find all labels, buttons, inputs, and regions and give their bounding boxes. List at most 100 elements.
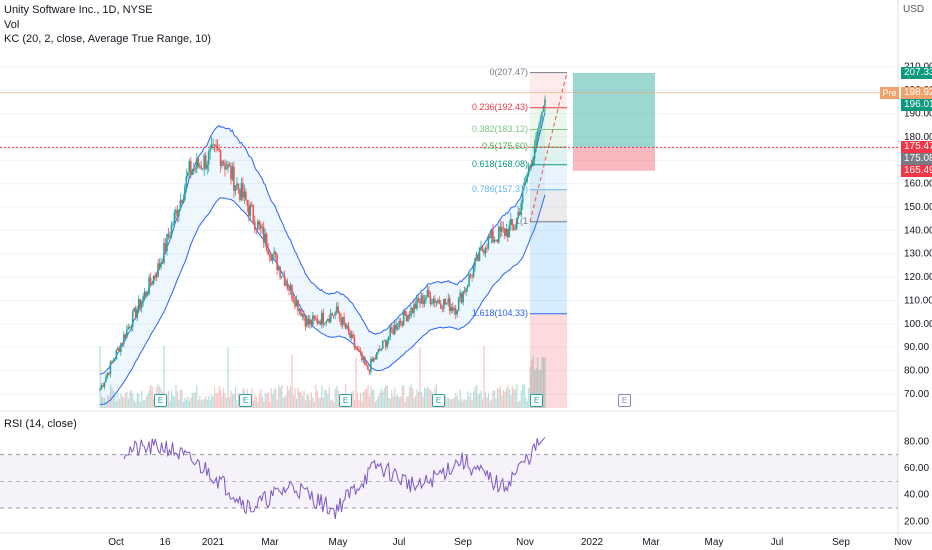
candle-body	[134, 308, 137, 318]
candle-body	[142, 296, 144, 302]
candle-body	[170, 225, 173, 238]
candles	[99, 95, 546, 392]
candle-body	[279, 266, 281, 278]
candle-body	[374, 358, 377, 359]
earnings-marker[interactable]: E	[154, 394, 167, 407]
volume-bar	[538, 369, 540, 408]
fib-trend-line	[529, 72, 568, 222]
volume-bar	[501, 395, 503, 408]
volume-bar	[362, 391, 365, 408]
volume-bar	[318, 397, 320, 408]
y-tick-label: 130.00	[904, 249, 932, 260]
volume-bar	[502, 390, 505, 408]
volume-bar	[234, 386, 237, 408]
volume-bar	[410, 384, 412, 408]
earnings-marker[interactable]: E	[339, 394, 352, 407]
candle-body	[335, 306, 338, 313]
rsi-tick-label: 40.00	[904, 490, 929, 501]
volume-bar	[499, 386, 502, 408]
volume-bar	[520, 390, 522, 408]
long-position	[573, 72, 655, 171]
volume-bar	[211, 394, 213, 408]
volume-bar	[337, 390, 339, 408]
keltner-lower	[100, 194, 546, 405]
volume-bar	[254, 394, 256, 408]
candle-body	[512, 225, 515, 230]
volume-bar	[316, 390, 318, 408]
price-tag-stop-entry: 175.47	[901, 141, 932, 154]
candle-body	[438, 300, 441, 304]
candle-body	[437, 300, 439, 302]
earnings-marker[interactable]: E	[530, 394, 543, 407]
volume-bar	[334, 388, 336, 408]
candle-body	[377, 349, 380, 353]
volume-bar	[252, 400, 254, 408]
volume-bar	[541, 356, 543, 408]
candle-body	[352, 334, 354, 339]
volume-bar	[397, 395, 399, 408]
volume-bar	[462, 400, 464, 408]
price-tag-pre-market: 198.92	[901, 86, 932, 99]
fib-level-label: 1.618(104.33)	[471, 307, 528, 318]
candle-body	[143, 291, 146, 297]
candle-body	[506, 228, 509, 238]
candle-body	[185, 176, 188, 187]
fib-zone	[530, 221, 567, 314]
fib-zone	[530, 313, 567, 408]
candle-body	[373, 358, 375, 362]
candle-body	[489, 236, 491, 238]
candle-body	[270, 256, 272, 261]
position-stop-zone	[573, 147, 655, 171]
candle-body	[209, 148, 211, 152]
volume-bar	[276, 400, 278, 408]
candle-body	[215, 145, 217, 147]
currency-button[interactable]: USD	[903, 4, 925, 15]
volume-bar	[200, 400, 202, 408]
volume-bar	[425, 388, 427, 408]
candle-body	[286, 283, 289, 289]
volume-bar	[525, 397, 527, 408]
candle-body	[371, 359, 374, 362]
volume-bar	[386, 385, 388, 408]
candle-body	[429, 295, 432, 304]
volume-bar	[422, 396, 424, 408]
volume-bar	[474, 386, 476, 408]
candle-body	[218, 148, 220, 151]
candle-body	[191, 171, 194, 175]
candle-body	[225, 168, 228, 170]
volume-bar	[473, 391, 475, 408]
candle-body	[338, 313, 341, 318]
volume-bar	[123, 397, 125, 408]
candle-body	[361, 352, 363, 361]
candle-body	[222, 161, 225, 164]
earnings-marker[interactable]: E	[618, 394, 631, 407]
volume-bar	[412, 388, 414, 408]
candle-body	[206, 164, 208, 169]
candle-body	[347, 325, 350, 332]
earnings-marker[interactable]: E	[239, 394, 252, 407]
volume-bar	[109, 384, 112, 408]
candle-body	[462, 291, 464, 303]
volume-bar	[465, 400, 467, 408]
volume-bar	[260, 388, 262, 408]
keltner-fill	[100, 112, 545, 405]
volume-bar	[324, 388, 326, 408]
x-tick-label: Sep	[832, 537, 850, 548]
volume-bar	[444, 395, 446, 408]
volume-bar	[394, 387, 396, 408]
candle-body	[124, 334, 127, 339]
volume-bar	[99, 346, 101, 408]
candle-body	[280, 276, 283, 278]
candle-body	[228, 164, 231, 166]
volume-bar	[196, 385, 198, 408]
candle-body	[505, 228, 508, 236]
volume-bar	[288, 389, 290, 408]
volume-bar	[144, 400, 146, 408]
candle-body	[365, 364, 368, 366]
earnings-marker[interactable]: E	[432, 394, 445, 407]
volume-bar	[331, 399, 333, 408]
candle-body	[201, 168, 204, 170]
candle-body	[258, 221, 261, 225]
volume-bar	[233, 393, 235, 408]
